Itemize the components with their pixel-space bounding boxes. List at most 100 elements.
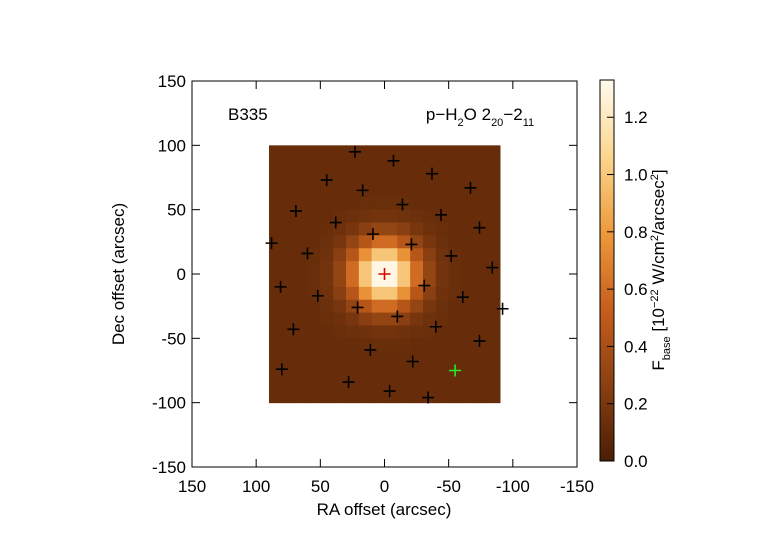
heatmap-cell — [474, 325, 488, 339]
heatmap-cell — [346, 299, 360, 314]
cross-marker — [301, 247, 314, 260]
heatmap-cell — [333, 376, 347, 391]
title-part: O 2 — [464, 105, 491, 124]
heatmap-cell — [371, 286, 385, 301]
heatmap-cell — [307, 183, 321, 198]
heatmap-cell — [410, 389, 424, 404]
heatmap-cell — [346, 261, 360, 275]
cross-marker — [434, 208, 447, 221]
heatmap-cell — [448, 376, 462, 391]
heatmap-cell — [294, 158, 308, 172]
heatmap-cell — [307, 286, 321, 301]
heatmap-cell — [358, 196, 373, 211]
heatmap-cell — [448, 171, 462, 185]
heatmap-cell — [448, 183, 462, 198]
heatmap-cell — [320, 209, 334, 224]
heatmap-cell — [371, 351, 385, 365]
heatmap-cell — [423, 376, 437, 391]
heatmap-cell — [294, 351, 308, 365]
heatmap-cell — [371, 261, 385, 275]
cross-marker — [265, 237, 278, 250]
cross-marker — [486, 261, 499, 274]
heatmap-cell — [461, 389, 475, 404]
x-tick-label: 0 — [380, 477, 389, 496]
heatmap-cell — [269, 196, 283, 211]
heatmap-cell — [487, 351, 501, 365]
heatmap-cell — [371, 171, 385, 185]
heatmap-cell — [487, 312, 501, 326]
heatmap-cell — [307, 209, 321, 224]
heatmap-cell — [371, 222, 385, 236]
heatmap-cell — [294, 325, 308, 339]
heatmap-cell — [448, 196, 462, 211]
heatmap-cell — [410, 235, 424, 249]
heatmap-cell — [423, 145, 437, 159]
heatmap-cell — [281, 183, 296, 198]
heatmap-cell — [487, 158, 501, 172]
heatmap-cell — [281, 248, 296, 262]
heatmap-cell — [281, 312, 296, 326]
title: p−H2O 220−211 — [426, 105, 534, 129]
annotation: B335 — [228, 105, 268, 124]
heatmap — [269, 145, 501, 404]
cross-marker — [364, 343, 377, 356]
heatmap-cell — [423, 312, 437, 326]
heatmap-cell — [320, 235, 334, 249]
heatmap-cell — [371, 235, 385, 249]
heatmap-cell — [281, 171, 296, 185]
heatmap-cell — [474, 235, 488, 249]
heatmap-cell — [281, 338, 296, 352]
heatmap-cell — [384, 235, 398, 249]
heatmap-cell — [448, 299, 462, 314]
heatmap-cell — [410, 209, 424, 224]
heatmap-cell — [333, 145, 347, 159]
cross-marker — [406, 355, 419, 368]
heatmap-cell — [461, 299, 475, 314]
heatmap-cell — [269, 325, 283, 339]
heatmap-cell — [474, 312, 488, 326]
heatmap-cell — [474, 183, 488, 198]
heatmap-cell — [320, 274, 334, 288]
heatmap-cell — [410, 248, 424, 262]
heatmap-cell — [423, 325, 437, 339]
heatmap-cell — [487, 248, 501, 262]
heatmap-cell — [294, 274, 308, 288]
heatmap-cell — [435, 376, 450, 391]
heatmap-cell — [269, 286, 283, 301]
heatmap-cell — [269, 171, 283, 185]
heatmap-cell — [358, 158, 373, 172]
cross-marker — [366, 228, 379, 241]
heatmap-cell — [269, 145, 283, 159]
heatmap-cell — [358, 171, 373, 185]
cross-marker — [287, 323, 300, 336]
heatmap-cell — [371, 299, 385, 314]
heatmap-cell — [384, 196, 398, 211]
heatmap-cell — [461, 209, 475, 224]
heatmap-cell — [397, 299, 411, 314]
title-part: −2 — [503, 105, 522, 124]
colorbar-tick-label: 1.2 — [624, 108, 648, 127]
heatmap-cell — [461, 338, 475, 352]
heatmap-cell — [423, 286, 437, 301]
heatmap-cell — [461, 325, 475, 339]
heatmap-cell — [448, 158, 462, 172]
heatmap-cell — [307, 145, 321, 159]
heatmap-cell — [320, 158, 334, 172]
heatmap-cell — [346, 171, 360, 185]
cross-marker — [496, 302, 509, 315]
heatmap-cell — [307, 376, 321, 391]
heatmap-cell — [397, 171, 411, 185]
heatmap-cell — [397, 248, 411, 262]
heatmap-cell — [333, 158, 347, 172]
heatmap-cell — [487, 183, 501, 198]
heatmap-cell — [346, 274, 360, 288]
heatmap-cell — [384, 261, 398, 275]
heatmap-cell — [346, 183, 360, 198]
heatmap-cell — [435, 145, 450, 159]
heatmap-cell — [410, 286, 424, 301]
x-tick-label: 100 — [242, 477, 270, 496]
heatmap-cell — [423, 338, 437, 352]
heatmap-cell — [448, 286, 462, 301]
colorbar-label-part: 2 — [649, 235, 661, 241]
